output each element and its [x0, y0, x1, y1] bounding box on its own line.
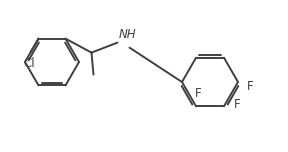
Text: F: F: [234, 98, 241, 111]
Text: F: F: [247, 79, 254, 93]
Text: F: F: [195, 87, 201, 100]
Text: NH: NH: [118, 28, 136, 41]
Text: Cl: Cl: [24, 57, 35, 70]
